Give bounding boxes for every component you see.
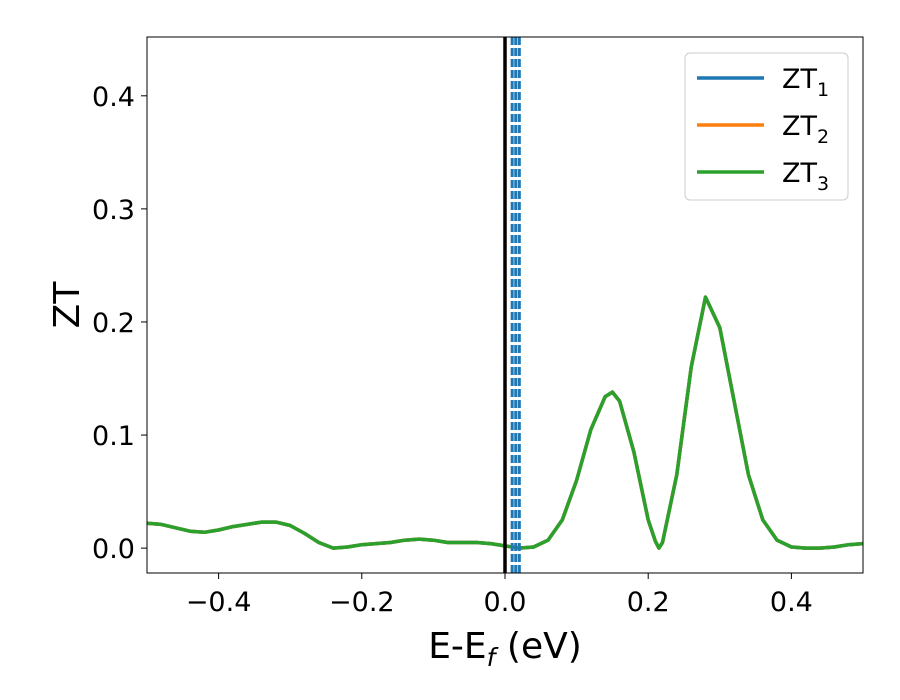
reference-lines <box>503 37 521 573</box>
y-axis: 0.0 0.1 0.2 0.3 0.4 <box>92 82 147 565</box>
y-tick-label: 0.4 <box>92 82 135 113</box>
x-tick-label: −0.2 <box>329 587 395 618</box>
y-tick-label: 0.0 <box>92 534 135 565</box>
legend-label: ZT2 <box>782 111 829 148</box>
y-tick-label: 0.3 <box>92 195 135 226</box>
x-label-unit: (eV) <box>495 626 581 667</box>
plot-area <box>147 295 863 550</box>
x-tick-label: 0.0 <box>484 587 527 618</box>
legend-entry-zt1: ZT1 <box>697 64 829 101</box>
x-tick-label: −0.4 <box>186 587 252 618</box>
x-axis-label: E-Ef (eV) <box>428 626 582 672</box>
x-label-main: E-E <box>428 626 486 667</box>
y-tick-label: 0.2 <box>92 308 135 339</box>
x-tick-label: 0.4 <box>770 587 813 618</box>
series-line-zt3 <box>147 295 863 550</box>
x-axis: −0.4 −0.2 0.0 0.2 0.4 <box>186 573 813 618</box>
legend-entry-zt3: ZT3 <box>697 158 829 195</box>
x-tick-label: 0.2 <box>627 587 670 618</box>
y-axis-label: ZT <box>47 281 88 329</box>
legend-label: ZT3 <box>782 158 829 195</box>
y-tick-label: 0.1 <box>92 421 135 452</box>
legend-label: ZT1 <box>782 64 829 101</box>
legend: ZT1 ZT2 ZT3 <box>684 52 849 201</box>
legend-entry-zt2: ZT2 <box>697 111 829 148</box>
legend-box <box>684 52 849 201</box>
